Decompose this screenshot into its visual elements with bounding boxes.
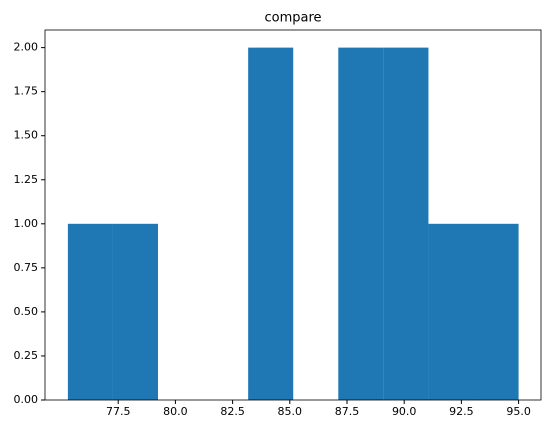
bar xyxy=(112,223,159,400)
x-tick-label: 95.0 xyxy=(506,405,531,418)
bar xyxy=(383,47,429,400)
y-tick-label: 1.75 xyxy=(14,85,39,98)
x-tick-label: 92.5 xyxy=(449,405,474,418)
x-tick-label: 82.5 xyxy=(220,405,245,418)
y-tick-label: 0.00 xyxy=(14,393,39,406)
y-tick-label: 1.25 xyxy=(14,173,39,186)
y-tick-label: 0.50 xyxy=(14,305,39,318)
y-tick-label: 0.75 xyxy=(14,261,39,274)
x-tick-label: 90.0 xyxy=(392,405,417,418)
bar xyxy=(428,223,474,400)
bar xyxy=(248,47,294,400)
bar xyxy=(338,47,384,400)
y-tick-label: 1.50 xyxy=(14,129,39,142)
y-tick-label: 1.00 xyxy=(14,217,39,230)
bar xyxy=(473,223,519,400)
chart-title: compare xyxy=(264,11,321,26)
x-tick-label: 87.5 xyxy=(335,405,360,418)
bar xyxy=(67,223,113,400)
y-tick-label: 2.00 xyxy=(14,41,39,54)
x-tick-label: 85.0 xyxy=(278,405,303,418)
x-tick-label: 80.0 xyxy=(163,405,188,418)
y-tick-label: 0.25 xyxy=(14,349,39,362)
axes-frame xyxy=(44,29,542,401)
x-tick-label: 77.5 xyxy=(106,405,131,418)
